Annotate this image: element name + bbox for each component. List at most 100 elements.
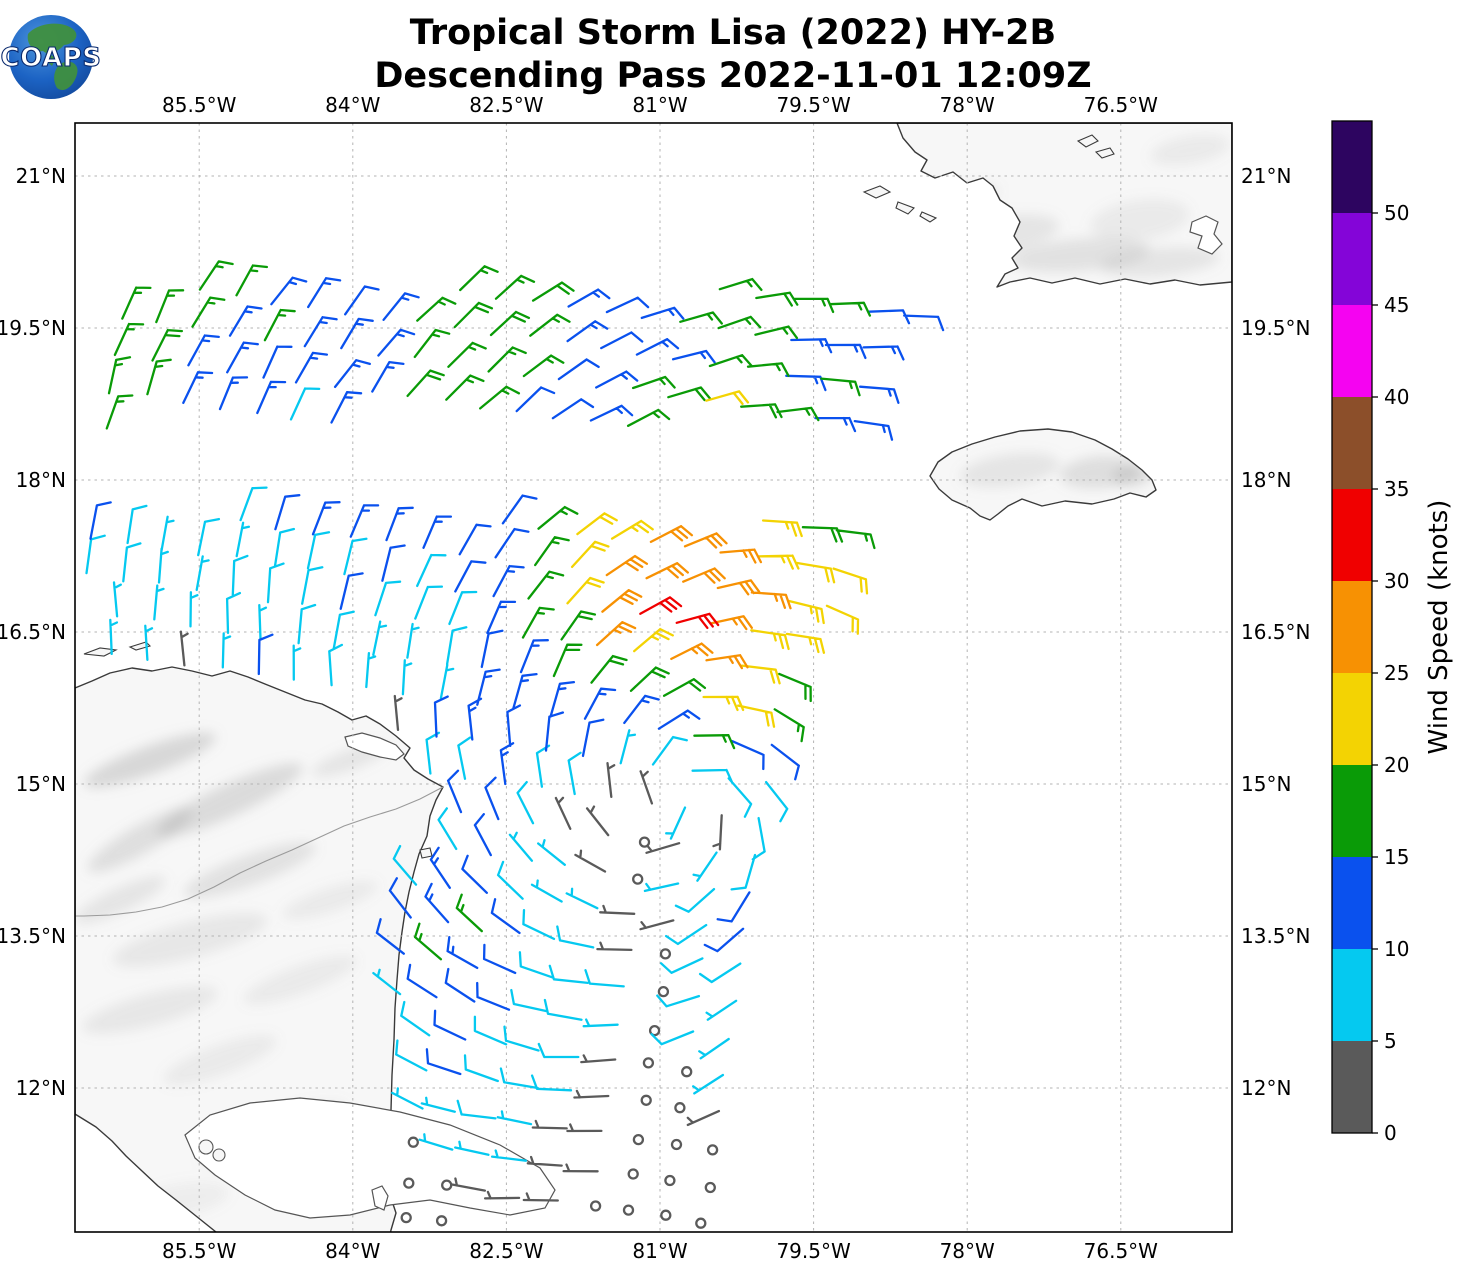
colorbar-segment bbox=[1332, 305, 1372, 397]
islet bbox=[919, 211, 938, 223]
wind-barbs-25-30kt bbox=[595, 525, 792, 670]
terrain-shading bbox=[112, 912, 268, 968]
landmass-central-america bbox=[75, 667, 443, 1232]
lat-tick-label-left: 19.5°N bbox=[0, 316, 66, 340]
wind-barbs-0-5kt bbox=[179, 630, 723, 1229]
lon-tick-label-bottom: 81°W bbox=[632, 1239, 687, 1263]
terrain-shading bbox=[75, 876, 166, 924]
islet bbox=[862, 185, 892, 199]
lake-outline bbox=[344, 732, 405, 761]
graticule-layer bbox=[75, 123, 1232, 1232]
colorbar-segment bbox=[1332, 581, 1372, 673]
lat-tick-label-right: 18°N bbox=[1241, 468, 1291, 492]
terrain-shading bbox=[282, 880, 378, 920]
lat-tick-label-left: 15°N bbox=[16, 772, 66, 796]
landmass-cuba-coastline bbox=[896, 123, 1232, 288]
lon-tick-label-bottom: 79.5°W bbox=[776, 1239, 851, 1263]
lat-tick-label-left: 16.5°N bbox=[0, 620, 66, 644]
colorbar-segment bbox=[1332, 489, 1372, 581]
colorbar-tick-label: 50 bbox=[1384, 201, 1409, 225]
country-border bbox=[75, 786, 444, 917]
terrain-shading bbox=[82, 986, 218, 1034]
wind-barbs-10-15kt bbox=[89, 276, 945, 1076]
land-layer bbox=[75, 123, 1232, 1232]
terrain-shading bbox=[84, 732, 216, 788]
islet bbox=[83, 647, 118, 657]
islet bbox=[895, 201, 915, 215]
lat-tick-label-right: 15°N bbox=[1241, 772, 1291, 796]
colorbar-tick-label: 40 bbox=[1384, 385, 1409, 409]
colorbar-tick-label: 45 bbox=[1384, 293, 1409, 317]
lon-tick-label-bottom: 85.5°W bbox=[162, 1239, 237, 1263]
lon-tick-label-top: 85.5°W bbox=[162, 93, 237, 117]
terrain-shading bbox=[1090, 199, 1190, 241]
colorbar-segment bbox=[1332, 397, 1372, 489]
lat-tick-label-left: 21°N bbox=[16, 164, 66, 188]
colorbar-tick-label: 10 bbox=[1384, 937, 1409, 961]
map-panel: 85.5°W 85.5°W 84°W 84°W 82.5°W 82.5°W 81°W 81°W… bbox=[0, 93, 1311, 1263]
terrain-shading bbox=[1150, 134, 1230, 166]
landmass-jamaica-coastline bbox=[929, 428, 1157, 521]
lat-tick-label-right: 19.5°N bbox=[1241, 316, 1311, 340]
map-frame bbox=[74, 122, 1233, 1233]
colorbar-segment bbox=[1332, 673, 1372, 765]
colorbar-tick-label: 15 bbox=[1384, 845, 1409, 869]
coaps-logo: COAPS bbox=[0, 15, 102, 99]
colorbar-tick-label: 25 bbox=[1384, 661, 1409, 685]
lake-island bbox=[212, 1148, 226, 1162]
colorbar-tick-label: 30 bbox=[1384, 569, 1409, 593]
lon-tick-label-top: 76.5°W bbox=[1084, 93, 1159, 117]
logo-continent-central-america bbox=[45, 52, 56, 66]
figure-title-line2: Descending Pass 2022-11-01 12:09Z bbox=[374, 56, 1091, 96]
terrain-shading bbox=[163, 1035, 277, 1085]
terrain-shading bbox=[157, 763, 303, 837]
lon-tick-label-top: 78°W bbox=[940, 93, 995, 117]
logo-continent-south-america bbox=[54, 61, 78, 91]
lon-tick-label-top: 84°W bbox=[325, 93, 380, 117]
lake-outline bbox=[184, 1097, 556, 1219]
wind-barbs-30-35kt bbox=[639, 596, 720, 630]
islet bbox=[128, 641, 152, 651]
lon-tick-label-bottom: 78°W bbox=[940, 1239, 995, 1263]
terrain-shading bbox=[1100, 247, 1220, 277]
terrain-shading bbox=[87, 807, 193, 873]
lon-tick-label-top: 82.5°W bbox=[469, 93, 544, 117]
lon-tick-label-top: 81°W bbox=[632, 93, 687, 117]
colorbar-segment bbox=[1332, 1041, 1372, 1133]
colorbar-tick-label: 35 bbox=[1384, 477, 1409, 501]
colorbar-segment bbox=[1332, 213, 1372, 305]
landmass-central-america-terrain bbox=[75, 732, 388, 1218]
colorbar-segment bbox=[1332, 857, 1372, 949]
lat-tick-label-right: 16.5°N bbox=[1241, 620, 1311, 644]
figure-title-line1: Tropical Storm Lisa (2022) HY-2B bbox=[410, 13, 1056, 53]
lat-tick-label-right: 12°N bbox=[1241, 1076, 1291, 1100]
wind-barbs-15-20kt bbox=[105, 260, 876, 961]
lat-tick-label-right: 13.5°N bbox=[1241, 924, 1311, 948]
lake-island bbox=[198, 1139, 214, 1155]
landmass-central-america-coastline bbox=[75, 666, 444, 1232]
landmass-cuba bbox=[897, 123, 1232, 287]
lake-outline bbox=[1189, 215, 1223, 255]
lon-tick-label-bottom: 76.5°W bbox=[1084, 1239, 1159, 1263]
lon-tick-label-top: 79.5°W bbox=[776, 93, 851, 117]
wind-barbs-layer bbox=[85, 260, 945, 1229]
lat-tick-label-left: 13.5°N bbox=[0, 924, 66, 948]
colorbar-segment bbox=[1332, 121, 1372, 213]
lon-tick-label-bottom: 82.5°W bbox=[469, 1239, 544, 1263]
colorbar-axis-label: Wind Speed (knots) bbox=[1424, 500, 1454, 755]
colorbar-segment bbox=[1332, 765, 1372, 857]
terrain-shading bbox=[184, 842, 316, 898]
islet bbox=[1094, 147, 1115, 159]
islet bbox=[419, 847, 433, 859]
terrain-shading bbox=[960, 452, 1060, 488]
terrain-shading bbox=[243, 955, 357, 1005]
colorbar-tick-label: 20 bbox=[1384, 753, 1409, 777]
lat-tick-label-right: 21°N bbox=[1241, 164, 1291, 188]
colorbar-segment bbox=[1332, 949, 1372, 1041]
logo-text: COAPS bbox=[1, 43, 102, 73]
lon-tick-label-bottom: 84°W bbox=[325, 1239, 380, 1263]
colorbar-tick-label: 0 bbox=[1384, 1121, 1397, 1145]
colorbar-tick-label: 5 bbox=[1384, 1029, 1397, 1053]
